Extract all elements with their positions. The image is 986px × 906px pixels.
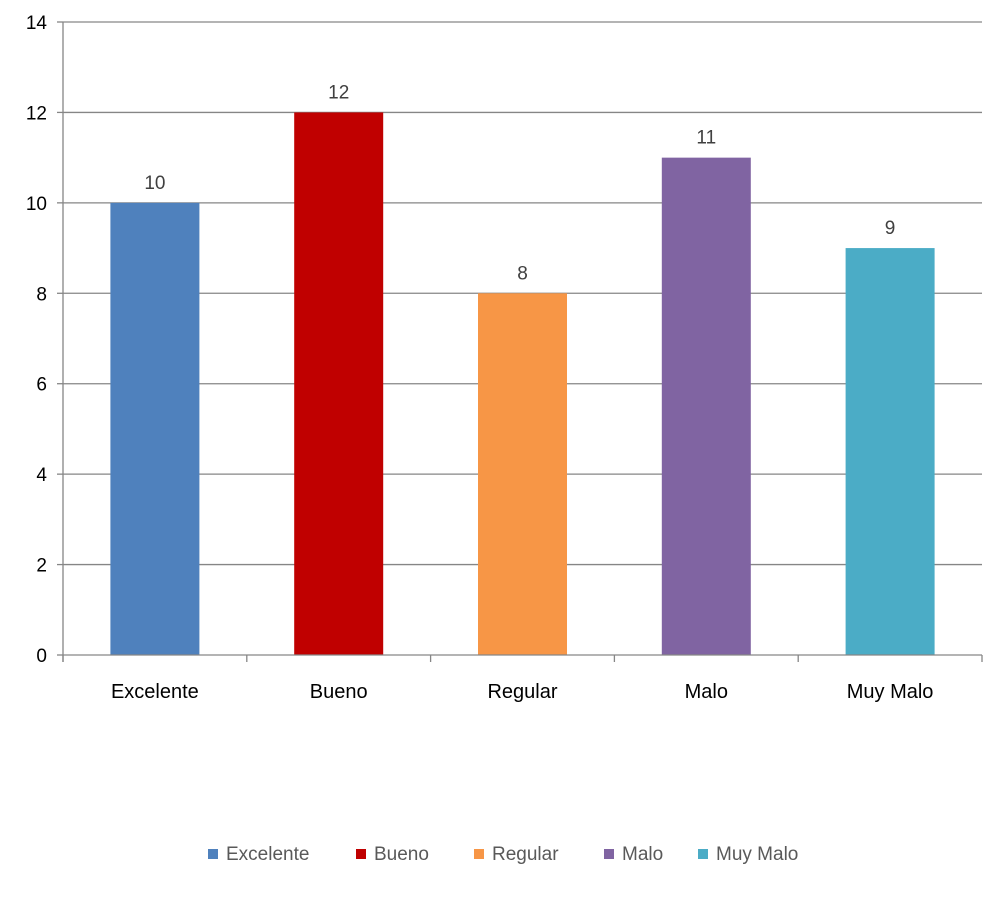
legend-label: Bueno <box>374 844 429 865</box>
bar-bueno <box>294 112 384 655</box>
data-label: 11 <box>696 128 716 149</box>
legend: Excelente Bueno Regular Malo Muy Malo <box>208 844 798 865</box>
legend-label: Regular <box>492 844 559 865</box>
x-tick-label: Bueno <box>310 681 368 703</box>
legend-swatch <box>474 849 484 859</box>
y-tick-label: 2 <box>36 556 47 577</box>
data-label: 9 <box>885 218 896 239</box>
y-tick-label: 4 <box>36 465 47 486</box>
x-tick-label: Regular <box>487 681 557 703</box>
x-tick-label: Excelente <box>111 681 199 703</box>
data-label: 12 <box>328 82 349 103</box>
data-labels: 10 12 8 11 9 <box>144 82 895 284</box>
legend-label: Muy Malo <box>716 844 798 865</box>
axes: 0 2 4 6 8 10 12 14 Excelente Bueno Regular Malo Muy … <box>26 13 983 703</box>
y-tick-label: 14 <box>26 13 48 34</box>
legend-item: Regular <box>474 844 559 865</box>
legend-item: Malo <box>604 844 663 865</box>
legend-swatch <box>604 849 614 859</box>
bar-malo <box>661 157 751 655</box>
x-tick-label: Malo <box>685 681 728 703</box>
bar-muy-malo <box>845 248 935 656</box>
y-tick-label: 12 <box>26 103 47 124</box>
y-tick-label: 0 <box>36 646 47 667</box>
legend-label: Malo <box>622 844 663 865</box>
legend-item: Excelente <box>208 844 309 865</box>
y-tick-label: 10 <box>26 194 47 215</box>
legend-swatch <box>356 849 366 859</box>
data-label: 10 <box>144 173 165 194</box>
legend-item: Muy Malo <box>698 844 798 865</box>
bars <box>110 112 935 656</box>
y-tick-label: 6 <box>36 375 47 396</box>
legend-label: Excelente <box>226 844 309 865</box>
legend-swatch <box>698 849 708 859</box>
bar-regular <box>478 293 567 655</box>
y-tick-label: 8 <box>36 284 47 305</box>
legend-swatch <box>208 849 218 859</box>
legend-item: Bueno <box>356 844 429 865</box>
bar-excelente <box>110 202 200 655</box>
x-tick-label: Muy Malo <box>847 681 934 703</box>
data-label: 8 <box>517 263 528 284</box>
